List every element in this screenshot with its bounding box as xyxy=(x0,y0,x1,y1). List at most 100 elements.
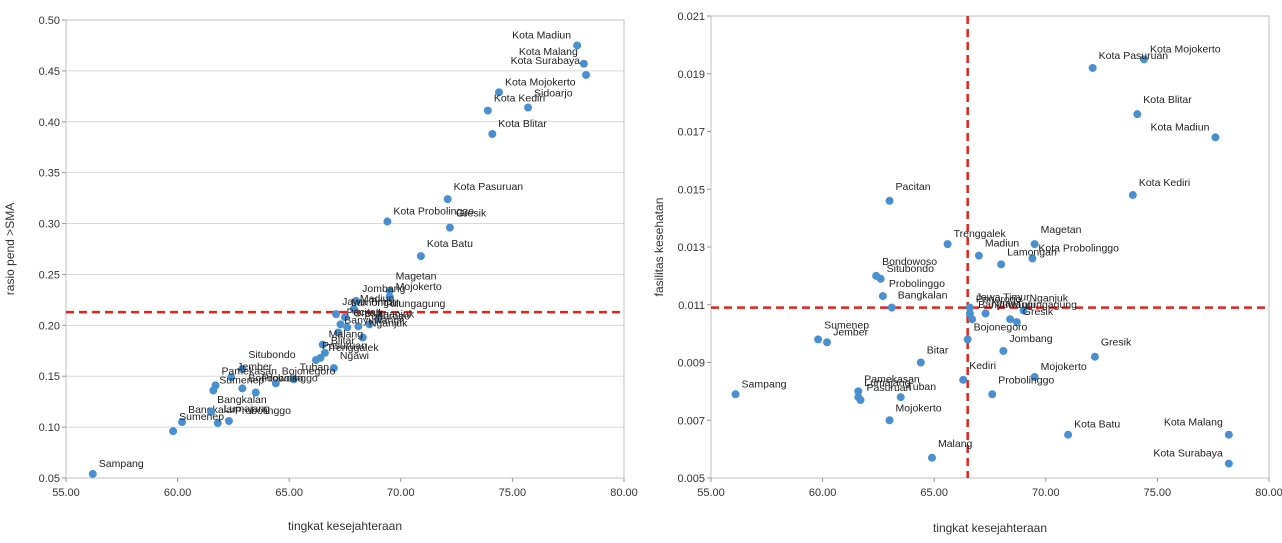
data-point xyxy=(573,41,582,50)
point-label: Bondowoso xyxy=(248,372,303,384)
point-label: Kota Madiun xyxy=(1150,121,1209,133)
data-point xyxy=(876,274,885,283)
point-label: Gresik xyxy=(1023,306,1054,318)
data-point xyxy=(1133,110,1142,119)
data-point xyxy=(209,386,218,395)
point-label: Banyuwangi xyxy=(978,299,1035,311)
point-label: Jawa Timur xyxy=(342,296,396,308)
point-label: Magetan xyxy=(396,271,437,283)
data-point xyxy=(383,217,392,226)
point-label: Sampang xyxy=(742,378,787,390)
data-point xyxy=(579,59,588,68)
point-label: Sumenep xyxy=(824,319,869,331)
data-point xyxy=(332,310,341,319)
point-label: Gresik xyxy=(353,307,384,319)
point-label: Lumajang xyxy=(224,403,270,415)
data-point xyxy=(251,388,260,397)
point-label: Malang xyxy=(938,438,973,450)
data-point xyxy=(1028,254,1037,263)
point-label: Tuban xyxy=(907,381,937,393)
y-tick-label: 0.10 xyxy=(39,422,60,434)
point-label: Pacitan xyxy=(896,181,931,193)
point-label: Kota Mojokerto xyxy=(505,76,576,88)
point-label: Tuban xyxy=(300,361,330,373)
x-tick-label: 65.00 xyxy=(275,487,303,499)
point-label: Jombang xyxy=(1009,333,1052,345)
point-label: Pacitan xyxy=(347,306,382,318)
point-label: Gresik xyxy=(1101,337,1132,349)
y-tick-label: 0.017 xyxy=(677,127,705,139)
x-tick-label: 70.00 xyxy=(1032,487,1060,499)
point-label: Lamongan xyxy=(351,297,401,309)
data-point xyxy=(1088,63,1097,72)
point-label: Probolinggo xyxy=(889,278,945,290)
data-point xyxy=(885,196,894,205)
data-point xyxy=(1019,306,1028,315)
point-label: Tulungagung xyxy=(1016,299,1077,311)
y-tick-label: 0.019 xyxy=(677,69,705,81)
point-label: Kediri xyxy=(969,360,996,372)
point-label: Tulungagung xyxy=(384,298,445,310)
point-label: Mojokerto xyxy=(396,281,442,293)
point-label: Probolinggo xyxy=(262,373,318,385)
data-point xyxy=(1030,240,1039,249)
y-tick-label: 0.05 xyxy=(39,473,60,485)
y-tick-label: 0.25 xyxy=(39,269,60,281)
point-label: Pamekasan xyxy=(864,373,920,385)
data-point xyxy=(488,129,497,138)
data-point xyxy=(814,335,823,344)
x-tick-label: 60.00 xyxy=(164,487,192,499)
point-label: Ngawi xyxy=(992,297,1021,309)
point-label: Madiun xyxy=(985,238,1020,250)
data-point xyxy=(968,315,977,324)
data-point xyxy=(289,375,298,384)
data-point xyxy=(997,260,1006,269)
point-label: Bojonegoro xyxy=(282,365,336,377)
data-point xyxy=(854,387,863,396)
point-label: Kota Probolinggo xyxy=(393,206,474,218)
y-tick-label: 0.011 xyxy=(678,300,705,312)
x-tick-label: 55.00 xyxy=(52,487,80,499)
y-tick-label: 0.30 xyxy=(39,219,60,231)
y-tick-label: 0.005 xyxy=(677,473,705,485)
data-point xyxy=(352,296,361,305)
data-point xyxy=(731,390,740,399)
point-label: Bitar xyxy=(927,345,949,357)
x-tick-label: 80.00 xyxy=(1255,487,1282,499)
point-label: Kota Malang xyxy=(1164,417,1223,429)
point-label: Situbondo xyxy=(248,349,295,361)
data-point xyxy=(965,303,974,312)
x-tick-label: 80.00 xyxy=(610,487,638,499)
point-label: Sampang xyxy=(99,458,144,470)
point-label: Kota Madiun xyxy=(512,29,571,41)
scatter-chart-health: 55.00 60.00 65.00 70.00 75.00 80.00 0.005 0.007… xyxy=(652,11,1282,535)
point-label: Jawa Timur xyxy=(976,292,1030,304)
data-point xyxy=(495,88,504,97)
data-point xyxy=(318,340,327,349)
data-point xyxy=(823,338,832,347)
data-point xyxy=(981,309,990,318)
data-point xyxy=(1064,430,1073,439)
point-label: Lumajang xyxy=(864,377,910,389)
point-label: Bangkalan xyxy=(217,394,267,406)
point-label: Kota Surabaya xyxy=(511,55,581,67)
scatter-chart-education: 55.00 60.00 65.00 70.00 75.00 80.00 0.05 0.10 0.… xyxy=(3,15,638,533)
point-label: Nganjuk xyxy=(369,318,408,330)
point-label: Pasuruan xyxy=(867,382,912,394)
data-point xyxy=(1030,372,1039,381)
data-point xyxy=(1211,133,1220,142)
point-label: Pamekasan xyxy=(222,365,278,377)
data-point xyxy=(1006,315,1015,324)
data-point xyxy=(1224,459,1233,468)
data-point xyxy=(169,427,178,436)
data-point xyxy=(385,286,394,295)
y-tick-label: 0.015 xyxy=(677,184,705,196)
point-label: Bangkalan xyxy=(898,290,948,302)
point-label: Jombang xyxy=(362,283,405,295)
point-label: Trenggalek xyxy=(954,228,1007,240)
x-tick-label: 75.00 xyxy=(499,487,527,499)
point-label: Magetan xyxy=(1041,224,1082,236)
point-label: Nganjuk xyxy=(376,308,415,320)
data-point xyxy=(213,419,222,428)
point-label: Gresik xyxy=(456,208,487,220)
